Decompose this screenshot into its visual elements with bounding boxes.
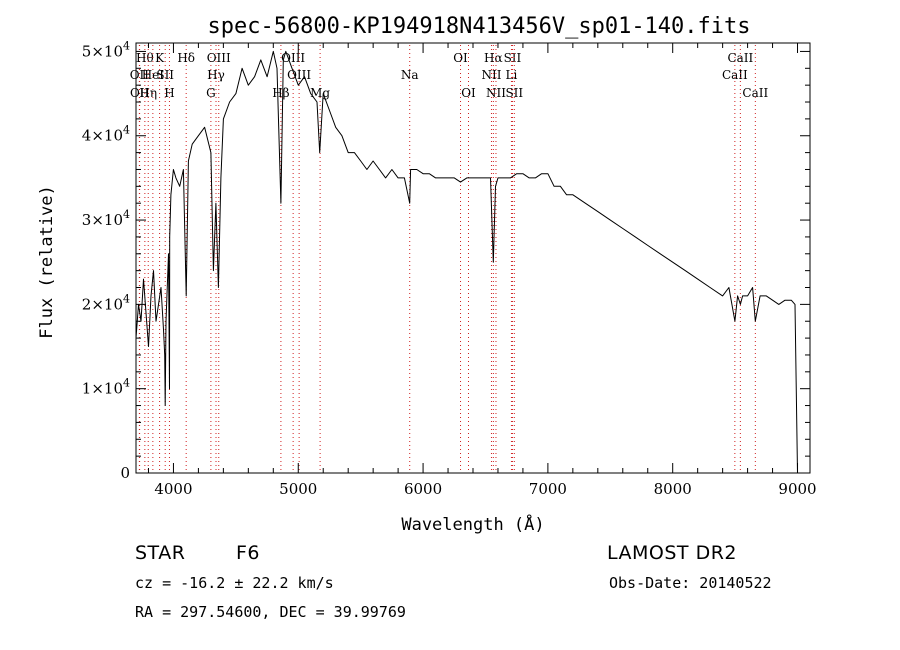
- line-marker-label: Li: [506, 68, 518, 82]
- line-markers: OIIOIIHθHηHeIKSIIHHδGHγOIIIHβOIIIOIIIMgN…: [130, 45, 768, 473]
- line-marker-label: NII: [486, 86, 506, 100]
- line-marker-label: Hθ: [136, 51, 154, 65]
- line-marker-label: H: [164, 86, 174, 100]
- line-marker-label: Hδ: [177, 51, 195, 65]
- line-marker-label: OI: [453, 51, 468, 65]
- object-subclass: F6: [236, 542, 261, 564]
- line-marker-label: SII: [505, 86, 523, 100]
- line-marker-label: CaII: [742, 86, 768, 100]
- x-tick-label: 6000: [404, 480, 442, 498]
- line-marker-label: Mg: [310, 86, 330, 100]
- line-marker-label: CaII: [727, 51, 753, 65]
- x-tick-label: 5000: [279, 480, 317, 498]
- line-marker-label: NII: [481, 68, 501, 82]
- line-marker-label: Hη: [139, 86, 157, 100]
- line-marker-label: OIII: [281, 51, 305, 65]
- line-marker-label: OII: [130, 68, 150, 82]
- line-marker-label: OI: [461, 86, 476, 100]
- line-marker-label: G: [206, 86, 216, 100]
- y-tick-label: 3×104: [82, 208, 130, 229]
- y-tick-label: 4×104: [82, 124, 130, 145]
- line-marker-label: SII: [156, 68, 174, 82]
- survey-name: LAMOST DR2: [607, 542, 737, 564]
- line-marker-label: OIII: [207, 51, 231, 65]
- object-class: STAR: [135, 542, 186, 564]
- line-marker-label: K: [155, 51, 165, 65]
- line-marker-label: Hγ: [207, 68, 225, 82]
- line-marker-label: SII: [504, 51, 522, 65]
- coordinates: RA = 297.54600, DEC = 39.99769: [135, 603, 406, 621]
- line-marker-label: Hβ: [272, 86, 289, 100]
- x-tick-label: 9000: [778, 480, 816, 498]
- y-axis-label: Flux (relative): [37, 185, 57, 339]
- y-tick-label: 1×104: [82, 377, 130, 398]
- spectrum-series: [135, 50, 798, 474]
- y-tick-label: 2×104: [82, 292, 130, 313]
- line-marker-label: OIII: [287, 68, 311, 82]
- x-tick-label: 4000: [154, 480, 192, 498]
- x-tick-label: 8000: [654, 480, 692, 498]
- line-marker-label: Hα: [484, 51, 503, 65]
- line-marker-label: HeI: [142, 68, 165, 82]
- x-axis-label: Wavelength (Å): [401, 513, 544, 535]
- line-marker-label: CaII: [722, 68, 748, 82]
- plot-frame: [135, 42, 811, 474]
- y-tick-label: 5×104: [82, 39, 130, 60]
- y-tick-label: 0: [120, 464, 130, 482]
- chart-title: spec-56800-KP194918N413456V_sp01-140.fit…: [207, 14, 750, 39]
- x-tick-label: 7000: [529, 480, 567, 498]
- axis-ticks: 4000 5000 6000 7000 8000 9000 0 1×104 2×104 3×104…: [82, 39, 817, 498]
- observation-date: Obs-Date: 20140522: [609, 574, 772, 592]
- line-marker-label: Na: [401, 68, 419, 82]
- redshift-velocity: cz = -16.2 ± 22.2 km/s: [135, 574, 334, 592]
- spectrum-line: [135, 50, 798, 474]
- spectrum-chart: spec-56800-KP194918N413456V_sp01-140.fit…: [37, 14, 817, 535]
